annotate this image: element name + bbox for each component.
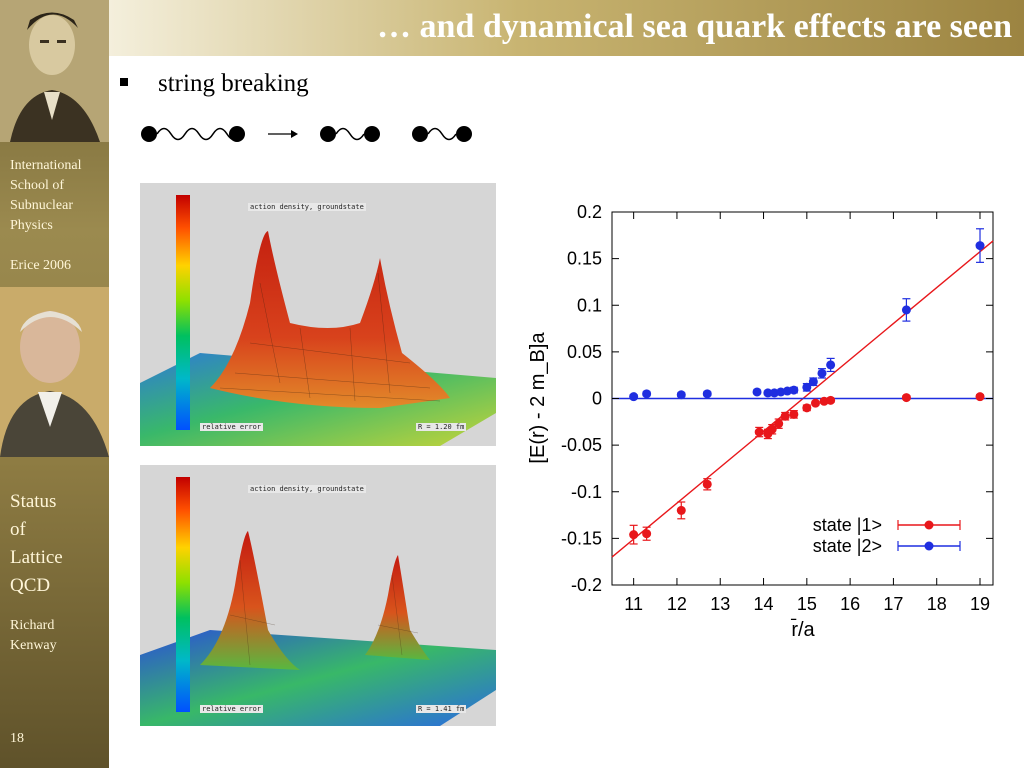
data-point [789, 385, 799, 395]
data-point [763, 388, 773, 398]
panel-error-label: relative error [200, 423, 264, 431]
talk-line: QCD [10, 575, 51, 596]
panel-separation-label: R = 1.20 fm [416, 423, 467, 431]
data-point [642, 389, 652, 399]
data-point [676, 390, 686, 400]
color-scale-bar [176, 477, 190, 712]
y-tick-label: 0.15 [567, 249, 602, 269]
y-tick-label: 0.05 [567, 342, 602, 362]
panel-top-label: action density, groundstate [248, 203, 366, 211]
data-point [975, 392, 985, 402]
data-point [676, 505, 686, 515]
data-point [901, 393, 911, 403]
school-line: School of [10, 178, 65, 193]
data-point [702, 479, 712, 489]
action-density-plot-2: action density, groundstate relative err… [140, 465, 496, 726]
string-breaking-diagram [141, 126, 472, 142]
x-axis-label: r̄/a [791, 618, 816, 641]
data-point [802, 382, 812, 392]
data-point [901, 305, 911, 315]
x-tick-label: 19 [970, 594, 990, 614]
data-point [826, 360, 836, 370]
energy-gap-chart: 11 12 13 14 15 16 17 18 19 0.2 0.15 0.1 0.05 0 -0.05 -0… [527, 202, 994, 641]
quark-dot [320, 126, 336, 142]
slide-title: … and dynamical sea quark effects are se… [377, 8, 1012, 45]
y-tick-label: 0.2 [577, 202, 602, 222]
x-tick-label: 18 [927, 594, 947, 614]
x-tick-label: 15 [797, 594, 817, 614]
y-tick-label: -0.2 [571, 575, 602, 595]
data-point [629, 392, 639, 402]
x-tick-label: 16 [840, 594, 860, 614]
school-line: Subnuclear [10, 198, 73, 213]
quark-dot [229, 126, 245, 142]
string-wave [427, 127, 457, 141]
y-tick-label: 0.1 [577, 295, 602, 315]
older-portrait-photo [0, 287, 109, 457]
event-label: Erice 2006 [10, 258, 72, 273]
color-scale-bar [176, 195, 190, 430]
legend-marker [924, 520, 934, 530]
talk-line: of [10, 519, 26, 540]
data-point [767, 424, 777, 434]
x-tick-label: 13 [710, 594, 730, 614]
legend-marker [924, 541, 934, 551]
young-portrait-photo [0, 0, 109, 142]
quark-dot [456, 126, 472, 142]
legend-label: state |1> [813, 515, 882, 535]
author-line: Richard [10, 618, 55, 633]
string-wave [335, 127, 365, 141]
surface-plot-2 [140, 531, 496, 726]
action-density-plot-1: action density, groundstate relative err… [140, 183, 496, 446]
data-point [808, 377, 818, 387]
bullet-marker [120, 78, 128, 86]
data-point [642, 529, 652, 539]
data-point [975, 241, 985, 251]
school-name: International School of Subnuclear Physi… [10, 156, 82, 276]
data-point [789, 409, 799, 419]
author: Richard Kenway [10, 616, 57, 656]
data-point [702, 389, 712, 399]
data-point [629, 530, 639, 540]
x-tick-label: 12 [667, 594, 687, 614]
y-tick-label: -0.15 [561, 528, 602, 548]
author-line: Kenway [10, 638, 57, 653]
talk-line: Status [10, 491, 57, 512]
legend-label: state |2> [813, 536, 882, 556]
quark-dot [364, 126, 380, 142]
x-tick-label: 11 [624, 594, 643, 614]
y-tick-label: -0.05 [561, 435, 602, 455]
data-point [752, 387, 762, 397]
data-point [826, 395, 836, 405]
school-line: Physics [10, 218, 53, 233]
data-point [802, 403, 812, 413]
surface-plot-1 [140, 231, 496, 446]
chart-legend: state |1>state |2> [813, 515, 961, 556]
talk-line: Lattice [10, 547, 63, 568]
bullet-text: string breaking [158, 70, 309, 97]
data-point [817, 368, 827, 378]
arrow-head-icon [291, 130, 298, 138]
y-tick-label: 0 [592, 389, 602, 409]
string-wave [156, 127, 242, 141]
panel-separation-label: R = 1.41 fm [416, 705, 467, 713]
x-tick-label: 17 [883, 594, 903, 614]
sidebar: International School of Subnuclear Physi… [0, 0, 109, 768]
quark-dot [412, 126, 428, 142]
page-number: 18 [10, 731, 24, 746]
data-point [780, 411, 790, 421]
data-point [754, 427, 764, 437]
school-line: International [10, 158, 82, 173]
data-point [810, 398, 820, 408]
y-axis-label: [E(r) - 2 m_B]a [527, 332, 549, 464]
quark-dot [141, 126, 157, 142]
x-tick-label: 14 [754, 594, 774, 614]
data-point [774, 419, 784, 429]
title-bar: … and dynamical sea quark effects are se… [109, 0, 1024, 56]
panel-error-label: relative error [200, 705, 264, 713]
talk-title: Status of Lattice QCD [10, 488, 63, 600]
panel-top-label: action density, groundstate [248, 485, 366, 493]
y-tick-label: -0.1 [571, 482, 602, 502]
